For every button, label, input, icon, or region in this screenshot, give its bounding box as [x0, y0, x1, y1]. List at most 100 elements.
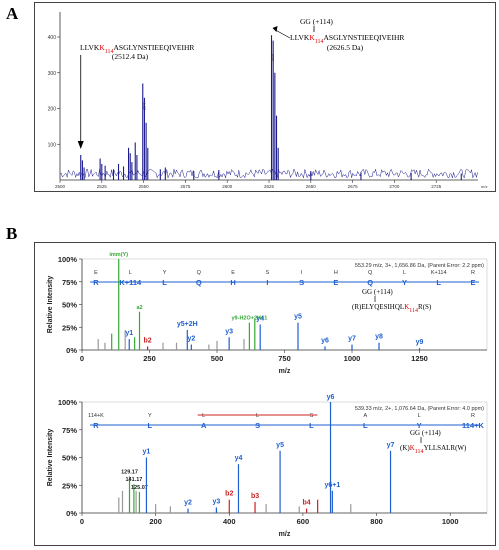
- sequence-top-residue: L: [129, 270, 132, 276]
- peak-mass-label-a: 2549: [142, 102, 146, 110]
- x-tick-label-a: 2650: [306, 184, 317, 189]
- fragment-peak-label: y7: [348, 336, 356, 343]
- sequence-top-residue: E: [231, 270, 235, 276]
- gg-label-a2: GG (+114): [300, 17, 333, 26]
- x-tick-label: 600: [297, 517, 310, 526]
- sequence-top-residue: 114+K: [88, 413, 104, 419]
- x-tick-label-a: 2600: [222, 184, 233, 189]
- peptide-mod-residue-a1: K: [99, 43, 105, 52]
- sequence-bottom-residue: E: [333, 278, 338, 287]
- fragment-peak-label: y3: [212, 498, 220, 505]
- peptide-mass-a1: (2512.4 Da): [112, 52, 149, 61]
- peptide-label-a2: LLVKK114ASGLYNSTIEEQIVEIHR: [290, 33, 404, 45]
- x-tick-label: 250: [143, 354, 156, 363]
- peptide-post: R(S): [418, 303, 432, 311]
- sequence-top-residue: S: [310, 413, 314, 419]
- x-tick-label-a: 2525: [97, 184, 108, 189]
- fragment-peak-label: y6: [321, 337, 329, 344]
- sequence-bottom-residue: I: [266, 278, 268, 287]
- fragment-peak-label: y5: [294, 314, 302, 321]
- y-tick-label: 50%: [62, 301, 77, 310]
- y-axis-label: Relative Intensity: [47, 276, 54, 334]
- fragment-peak-label: y9: [416, 339, 424, 346]
- y-tick-label: 0%: [66, 346, 77, 355]
- sequence-top-residue: L: [256, 413, 259, 419]
- sequence-bottom-residue: L: [148, 421, 153, 430]
- fragment-peak-label: y6: [327, 394, 335, 401]
- fragment-peak-label: 129.17: [121, 469, 138, 475]
- y-tick-label: 0%: [66, 509, 77, 518]
- sequence-bottom-residue: Q: [367, 278, 373, 287]
- sequence-top-residue: Y: [148, 413, 152, 419]
- x-tick-label: 1000: [442, 517, 459, 526]
- x-axis-label: m/z: [279, 368, 291, 375]
- peptide-post-a2: ASGLYNSTIEEQIVEIHR: [324, 33, 405, 42]
- peptide-post: YLLSALR(W): [424, 444, 467, 452]
- peptide-gg-label: GG (+114): [410, 429, 441, 437]
- fragment-peak-label: y5: [276, 442, 284, 449]
- x-tick-label: 1000: [344, 354, 361, 363]
- sequence-top-residue: L: [403, 270, 406, 276]
- sequence-top-residue: R: [471, 270, 475, 276]
- peptide-pre-a2: LLVK: [290, 33, 310, 42]
- x-tick-label-a: 2700: [389, 184, 400, 189]
- y-axis-label: Relative Intensity: [47, 429, 54, 487]
- y-tick-label: 25%: [62, 323, 77, 332]
- panel-b-frame: [34, 242, 496, 546]
- x-tick-label-a: 2500: [55, 184, 66, 189]
- x-tick-label-a: 2550: [139, 184, 150, 189]
- sequence-bottom-residue: L: [309, 421, 314, 430]
- peptide-sequence-label: (R)ELYQESIHQLK114R(S): [352, 303, 432, 314]
- y-tick-label: 75%: [62, 278, 77, 287]
- fragment-peak-label: b2: [225, 491, 233, 498]
- fragment-peak-label: y6+1: [324, 482, 340, 489]
- peptide-mod: 114: [415, 449, 424, 455]
- fragment-peak-label: y2: [187, 336, 195, 343]
- x-tick-label: 750: [278, 354, 291, 363]
- sequence-bottom-residue: Q: [196, 278, 202, 287]
- x-unit-a: m/z: [481, 184, 487, 189]
- precursor-info: 553.29 m/z, 3+, 1,656.86 Da, (Parent Err…: [355, 263, 484, 269]
- fragment-peak-label: y7: [387, 442, 395, 449]
- sequence-bottom-residue: Y: [402, 278, 407, 287]
- y-tick-label: 75%: [62, 426, 77, 435]
- fragment-peak-label: y4: [235, 455, 243, 462]
- y-tick-label: 25%: [62, 481, 77, 490]
- arrow-head-a2: [272, 26, 278, 32]
- peak-mass-label-a: 2626: [271, 54, 275, 62]
- peptide-mod-residue: K: [404, 303, 409, 311]
- fragment-peak-label: b2: [144, 337, 152, 344]
- x-tick-label: 800: [370, 517, 383, 526]
- x-tick-label-a: 2725: [431, 184, 442, 189]
- x-tick-label-a: 2625: [264, 184, 275, 189]
- sequence-bottom-residue: K+114: [119, 278, 142, 287]
- fragment-peak-label: a2: [136, 305, 142, 311]
- sequence-top-residue: Q: [368, 270, 373, 276]
- peptide-mass-a2: (2626.5 Da): [327, 43, 364, 52]
- peptide-pre-a1: LLVK: [80, 43, 100, 52]
- sequence-bottom-residue: 114+K: [462, 421, 484, 430]
- fragment-peak-label: y1: [125, 330, 133, 337]
- y-tick-label-a: 400: [48, 35, 57, 41]
- peptide-gg-label: GG (+114): [362, 288, 393, 296]
- precursor-info: 539.33 m/z, 2+, 1,076.64 Da, (Parent Err…: [355, 406, 484, 412]
- sequence-top-residue: L: [418, 413, 421, 419]
- y-tick-label-a: 100: [48, 142, 57, 148]
- x-tick-label: 0: [80, 354, 84, 363]
- x-tick-label: 200: [149, 517, 162, 526]
- fragment-peak-label: imm(Y): [109, 252, 128, 258]
- arrow-shaft-a2: [275, 29, 291, 39]
- fragment-peak-label: y1: [143, 449, 151, 456]
- peptide-pre: (R)ELYQESIHQ: [352, 303, 400, 311]
- sequence-top-residue: Q: [197, 270, 202, 276]
- sequence-bottom-residue: S: [299, 278, 304, 287]
- fragment-peak-label: y5+2H: [177, 321, 198, 328]
- peptide-pre: (K): [400, 444, 410, 452]
- sequence-bottom-residue: A: [201, 421, 207, 430]
- y-tick-label: 50%: [62, 454, 77, 463]
- sequence-top-residue: S: [266, 270, 270, 276]
- x-tick-label-a: 2675: [348, 184, 359, 189]
- panel-a-frame: [34, 2, 496, 192]
